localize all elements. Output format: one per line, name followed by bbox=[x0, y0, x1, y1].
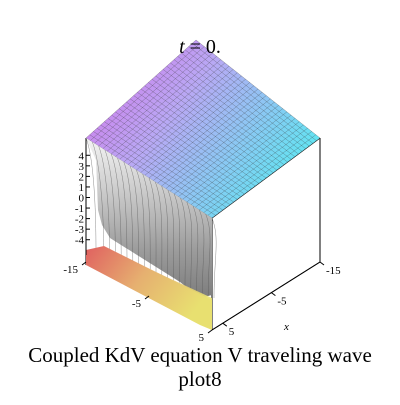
caption-line-1: Coupled KdV equation V traveling wave bbox=[28, 343, 372, 367]
wall-grid-line bbox=[85, 137, 97, 253]
top-grid-line bbox=[203, 131, 312, 213]
z-tick-label: -1 bbox=[75, 203, 84, 215]
wall-grid-line bbox=[180, 197, 186, 287]
top-grid-line bbox=[199, 128, 308, 211]
wall-grid-line bbox=[161, 185, 169, 280]
left-axis-tick-label: -15 bbox=[63, 264, 78, 276]
right-axis-tick-label: 5 bbox=[229, 326, 235, 338]
z-tick-label: 1 bbox=[79, 182, 85, 194]
top-grid-line bbox=[207, 134, 316, 216]
top-grid-line bbox=[190, 121, 300, 205]
right-axis: -15 -5 5 x bbox=[211, 261, 341, 338]
z-tick-label: 0 bbox=[79, 193, 85, 205]
right-axis-tick bbox=[319, 261, 325, 266]
wall-grid-line bbox=[186, 201, 193, 289]
wall-grid-line bbox=[173, 193, 180, 285]
top-grid-line bbox=[195, 39, 321, 139]
right-axis-tick bbox=[271, 292, 276, 297]
right-axis-tick-label: -5 bbox=[277, 296, 287, 308]
wall-grid-line bbox=[199, 209, 205, 294]
surface-wall bbox=[86, 138, 212, 298]
right-axis-label: x bbox=[283, 321, 289, 333]
left-axis: -15 -5 5 bbox=[63, 261, 213, 344]
wall-grid-line bbox=[205, 213, 211, 296]
top-grid-line bbox=[184, 49, 310, 147]
plot-title-variable: t bbox=[179, 36, 185, 58]
z-tick-label: -2 bbox=[75, 214, 84, 226]
wall-grid-line bbox=[129, 165, 139, 269]
surface-top bbox=[86, 40, 320, 218]
plot-title: t = 0. bbox=[0, 36, 400, 59]
plot-title-rest: = 0. bbox=[184, 36, 221, 58]
wall-grid-line bbox=[192, 205, 199, 292]
right-axis-tick bbox=[222, 322, 228, 327]
wall-grid-line bbox=[92, 141, 105, 255]
wall-grid-line bbox=[142, 173, 151, 273]
z-tick-label: 4 bbox=[79, 150, 85, 162]
top-grid-line bbox=[195, 124, 304, 208]
surface-top-grid bbox=[85, 39, 321, 219]
wall-grid-line bbox=[136, 169, 145, 271]
z-tick-label: -3 bbox=[75, 224, 85, 236]
wall-grid-line bbox=[155, 181, 163, 278]
surface-bottom-fill bbox=[86, 246, 212, 330]
right-axis-line bbox=[211, 261, 321, 331]
left-axis-tick-label: 5 bbox=[199, 332, 205, 344]
wall-grid-line bbox=[123, 161, 134, 266]
wall-grid-line bbox=[98, 145, 110, 257]
top-grid-line bbox=[188, 46, 313, 144]
right-axis-tick-label: -15 bbox=[326, 265, 341, 277]
wall-grid-line bbox=[211, 217, 217, 299]
left-axis-tick-label: -5 bbox=[132, 298, 142, 310]
top-grid-line bbox=[192, 43, 317, 141]
left-axis-tick bbox=[81, 261, 87, 266]
z-tick-label: -4 bbox=[75, 235, 85, 247]
top-grid-line bbox=[181, 52, 306, 149]
z-tick-label: 2 bbox=[79, 171, 85, 183]
z-tick-label: 3 bbox=[79, 161, 85, 173]
left-axis-tick bbox=[207, 329, 213, 334]
wall-grid-line bbox=[148, 177, 157, 276]
wall-grid-line bbox=[110, 153, 122, 262]
wall-grid-line bbox=[117, 157, 128, 264]
top-grid-line bbox=[211, 137, 321, 219]
wall-grid-line bbox=[167, 189, 174, 282]
left-axis-tick bbox=[144, 295, 150, 300]
caption-line-2: plot8 bbox=[178, 367, 222, 391]
